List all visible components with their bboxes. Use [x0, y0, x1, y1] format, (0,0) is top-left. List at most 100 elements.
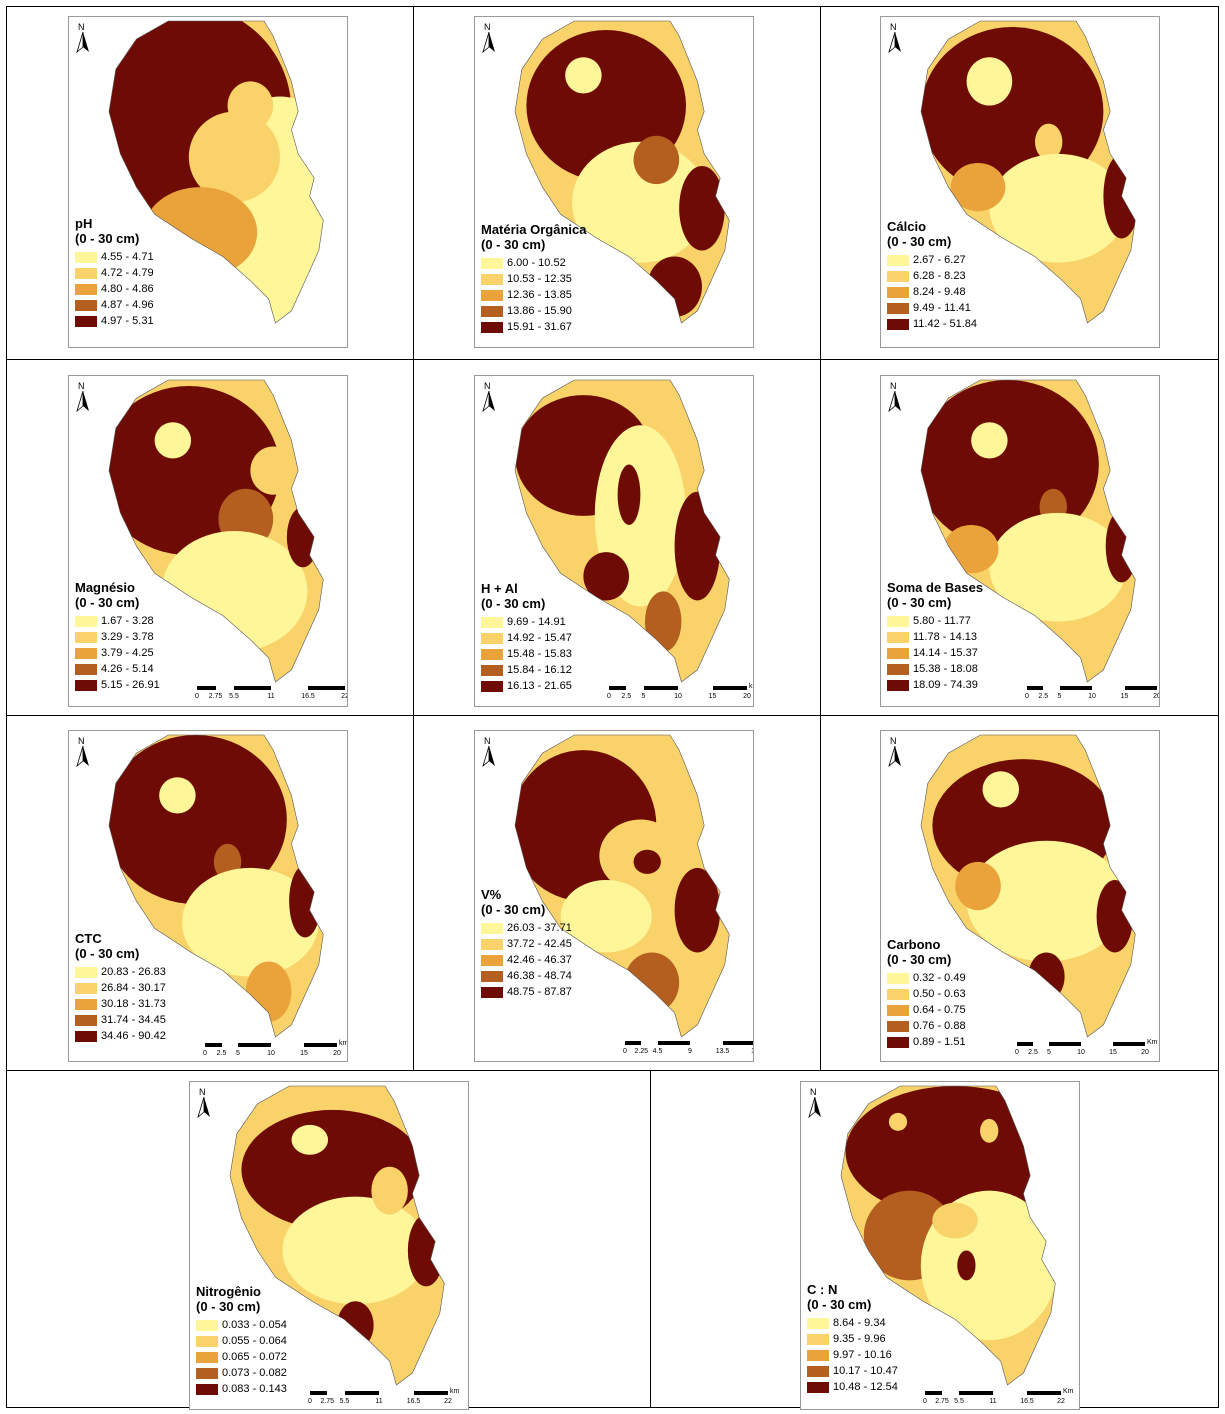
legend: pH (0 - 30 cm) 4.55 - 4.71 4.72 - 4.79 4.80 …	[75, 216, 154, 329]
legend-label: 4.97 - 5.31	[101, 315, 154, 327]
legend-item: 14.14 - 15.37	[887, 645, 983, 661]
legend-swatch	[887, 254, 909, 266]
scale-bar-segment	[1027, 686, 1044, 690]
legend: Matéria Orgânica (0 - 30 cm) 6.00 - 10.52 1…	[481, 222, 587, 335]
scale-bar-segment	[942, 1391, 959, 1395]
legend-title: H + Al	[481, 581, 518, 596]
legend-swatch	[481, 321, 503, 333]
legend-item: 9.35 - 9.96	[807, 1331, 898, 1347]
scale-tick-label: 13.5	[715, 1048, 730, 1055]
watershed-map	[229, 1085, 445, 1386]
legend-item: 15.84 - 16.12	[481, 662, 572, 678]
legend-depth: (0 - 30 cm)	[75, 946, 140, 961]
legend: Nitrogênio (0 - 30 cm) 0.033 - 0.054 0.055 …	[196, 1284, 287, 1397]
legend-label: 15.84 - 16.12	[507, 664, 572, 676]
north-letter: N	[484, 381, 491, 391]
legend-item: 5.15 - 26.91	[75, 677, 160, 693]
legend-label: 34.46 - 90.42	[101, 1030, 166, 1042]
legend-swatch	[75, 679, 97, 691]
legend-label: 42.46 - 46.37	[507, 954, 572, 966]
scale-bar-segment	[344, 1391, 379, 1395]
watershed-map	[920, 20, 1136, 324]
scale-tick-label: 0	[923, 1398, 927, 1405]
legend-label: 11.78 - 14.13	[913, 631, 978, 643]
legend-item: 8.64 - 9.34	[807, 1315, 898, 1331]
scale-tick-label: 20	[1153, 693, 1159, 700]
legend-item: 3.79 - 4.25	[75, 645, 160, 661]
legend-swatch	[75, 251, 97, 263]
legend-swatch	[481, 922, 503, 934]
legend-item: 6.28 - 8.23	[887, 268, 977, 284]
scale-bar-segment	[641, 1041, 658, 1045]
legend-swatch	[75, 1030, 97, 1042]
scale-tick-label: 5	[236, 1050, 240, 1057]
map-panel-n: N Nitrogênio (0 - 30 cm) 0.033 - 0.054 0.055…	[189, 1081, 469, 1410]
scale-unit: km	[1159, 683, 1160, 690]
legend-depth: (0 - 30 cm)	[75, 231, 140, 246]
legend-swatch	[807, 1365, 829, 1377]
legend-item: 0.083 - 0.143	[196, 1381, 287, 1397]
scale-tick-label: 11	[267, 693, 275, 700]
legend-label: 8.24 - 9.48	[913, 286, 966, 298]
scale-tick-label: 0	[1015, 1049, 1019, 1056]
scale-tick-label: 5.5	[229, 693, 239, 700]
legend-swatch	[196, 1351, 218, 1363]
legend: Carbono (0 - 30 cm) 0.32 - 0.49 0.50 - 0.63…	[887, 937, 966, 1050]
legend: CTC (0 - 30 cm) 20.83 - 26.83 26.84 - 30.17…	[75, 931, 166, 1044]
scale-bar: 0 2.75 5.5 11 16.5 22 Km	[923, 1388, 1075, 1409]
watershed-map	[920, 379, 1136, 683]
legend-label: 5.15 - 26.91	[101, 679, 160, 691]
legend-swatch	[887, 286, 909, 298]
map-panel-mo: N Matéria Orgânica (0 - 30 cm) 6.00 - 10.52…	[474, 16, 754, 348]
scale-bar-segment	[221, 1043, 238, 1047]
class-zone	[1096, 879, 1134, 953]
legend-swatch	[807, 1349, 829, 1361]
legend: Cálcio (0 - 30 cm) 2.67 - 6.27 6.28 - 8.23 8…	[887, 219, 977, 332]
legend-title: Magnésio	[75, 580, 135, 595]
class-zone	[154, 422, 192, 459]
map-panel-c: N Carbono (0 - 30 cm) 0.32 - 0.49 0.50 - 0.6…	[880, 730, 1160, 1062]
legend-label: 15.91 - 31.67	[507, 321, 572, 333]
legend-item: 15.91 - 31.67	[481, 319, 587, 335]
legend-label: 46.38 - 48.74	[507, 970, 572, 982]
legend-item: 8.24 - 9.48	[887, 284, 977, 300]
class-zone	[250, 446, 296, 495]
scale-bar-segment	[197, 686, 216, 690]
scale-tick-label: 5	[641, 693, 646, 700]
class-zone	[955, 861, 1001, 911]
legend-item: 3.29 - 3.78	[75, 629, 160, 645]
legend-swatch	[887, 270, 909, 282]
scale-tick-label: 2.75	[320, 1398, 335, 1405]
legend-label: 0.64 - 0.75	[913, 1004, 966, 1016]
north-letter: N	[78, 736, 85, 746]
legend-item: 42.46 - 46.37	[481, 952, 572, 968]
legend-title: Cálcio	[887, 219, 927, 234]
legend-swatch	[481, 986, 503, 998]
legend-label: 0.50 - 0.63	[913, 988, 966, 1000]
class-zone	[966, 57, 1013, 106]
legend-swatch	[196, 1335, 218, 1347]
scale-tick-label: 15	[1109, 1049, 1117, 1056]
scale-unit: km	[450, 1388, 460, 1395]
legend-label: 5.80 - 11.77	[913, 615, 971, 627]
north-arrow-icon: N	[887, 736, 903, 768]
legend-label: 10.53 - 12.35	[507, 273, 572, 285]
scale-bar-segment	[1027, 1391, 1061, 1395]
legend-swatch	[75, 982, 97, 994]
scale-bar-segment	[1124, 686, 1157, 690]
legend: Magnésio (0 - 30 cm) 1.67 - 3.28 3.29 - 3.7…	[75, 580, 160, 693]
watershed-outline	[514, 734, 730, 1038]
map-panel-v: N V% (0 - 30 cm) 26.03 - 37.71 37.72 - 42.45…	[474, 730, 754, 1062]
scale-bar-segment	[1017, 1042, 1033, 1046]
legend-swatch	[196, 1367, 218, 1379]
class-zone	[633, 135, 680, 185]
legend: V% (0 - 30 cm) 26.03 - 37.71 37.72 - 42.45 4…	[481, 887, 572, 1000]
legend-label: 3.79 - 4.25	[101, 647, 154, 659]
scale-tick-label: 2.5	[1028, 1049, 1038, 1056]
legend-label: 4.80 - 4.86	[101, 283, 154, 295]
north-arrow-icon: N	[75, 22, 91, 54]
legend-item: 9.49 - 11.41	[887, 300, 977, 316]
scale-bar-segment	[234, 686, 271, 690]
class-zone	[950, 162, 1006, 212]
